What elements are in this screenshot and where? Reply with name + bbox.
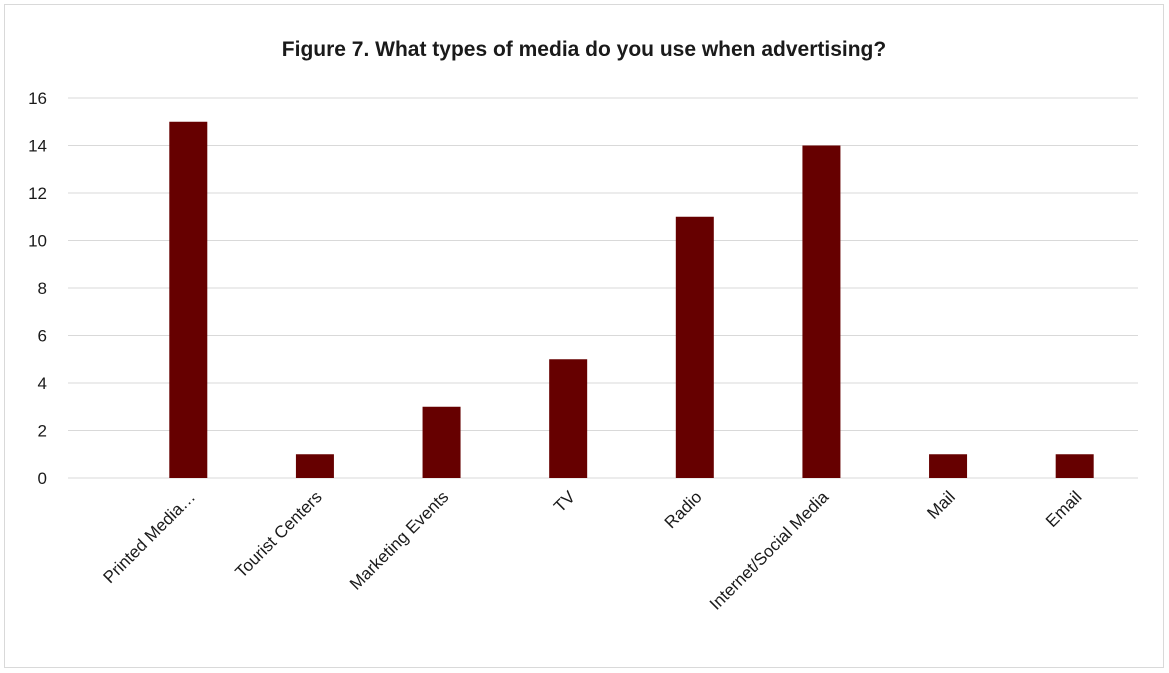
x-tick-label: TV xyxy=(550,487,579,516)
x-tick-label: Mail xyxy=(923,487,958,522)
y-tick-label: 0 xyxy=(38,469,47,488)
y-tick-label: 12 xyxy=(28,184,47,203)
bar xyxy=(422,406,461,478)
x-tick-label: Email xyxy=(1042,487,1085,530)
bar xyxy=(675,216,714,478)
y-tick-label: 16 xyxy=(28,89,47,108)
chart-title: Figure 7. What types of media do you use… xyxy=(282,38,886,61)
bar xyxy=(169,121,208,478)
y-tick-label: 8 xyxy=(38,279,47,298)
x-tick-label: Tourist Centers xyxy=(231,487,325,581)
bar xyxy=(295,454,334,478)
y-tick-label: 2 xyxy=(38,422,47,441)
y-tick-label: 6 xyxy=(38,327,47,346)
x-tick-label: Printed Media… xyxy=(99,487,199,587)
bar xyxy=(1055,454,1094,478)
y-tick-label: 4 xyxy=(38,374,47,393)
y-axis-tick-labels: 0 2 4 6 8 10 12 14 16 xyxy=(28,89,47,488)
y-tick-label: 10 xyxy=(28,232,47,251)
bar xyxy=(929,454,968,478)
x-tick-label: Internet/Social Media xyxy=(706,487,833,614)
x-axis-tick-labels: Printed Media… Tourist Centers Marketing E… xyxy=(99,487,1085,614)
bar xyxy=(549,359,588,478)
gridlines xyxy=(68,97,1138,479)
x-tick-label: Radio xyxy=(661,487,706,532)
x-tick-label: Marketing Events xyxy=(346,487,452,593)
bar xyxy=(802,145,841,478)
y-tick-label: 14 xyxy=(28,137,47,156)
bars xyxy=(169,121,1094,478)
